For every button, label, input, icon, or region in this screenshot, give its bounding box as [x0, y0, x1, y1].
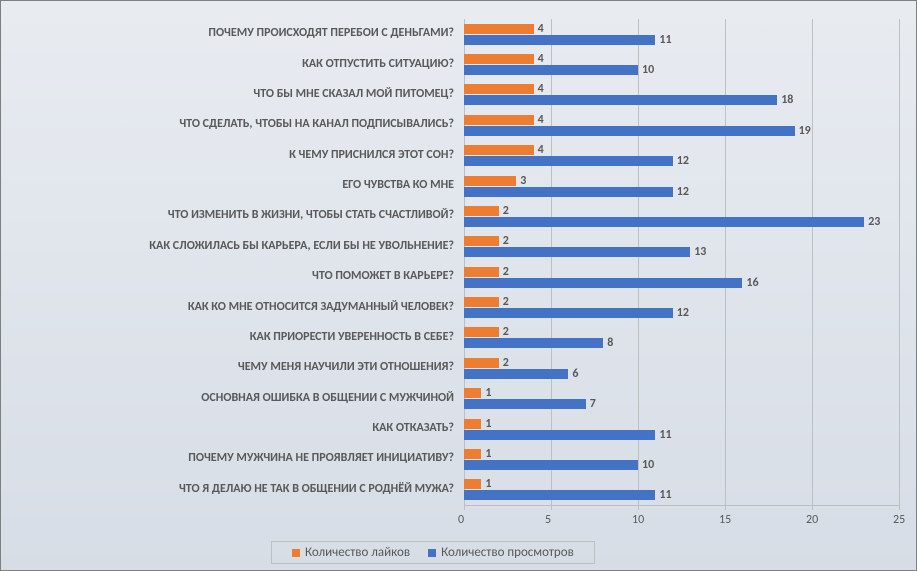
bar-likes [464, 327, 499, 337]
y-category-label: ПОЧЕМУ ПРОИСХОДЯТ ПЕРЕБОИ С ДЕНЬГАМИ? [208, 27, 454, 39]
bar-views [464, 126, 795, 136]
data-label-views: 7 [590, 398, 596, 410]
y-category-label: ЧТО БЫ МНЕ СКАЗАЛ МОЙ ПИТОМЕЦ? [253, 88, 454, 100]
data-label-likes: 2 [503, 235, 509, 247]
bar-views [464, 490, 655, 500]
data-label-likes: 1 [485, 387, 491, 399]
gridline [899, 19, 900, 505]
bar-likes [464, 24, 534, 34]
data-label-views: 11 [659, 34, 671, 46]
data-label-views: 8 [607, 337, 613, 349]
bar-likes [464, 267, 499, 277]
bar-likes [464, 145, 534, 155]
bar-views [464, 187, 673, 197]
data-label-views: 10 [642, 459, 654, 471]
bar-views [464, 156, 673, 166]
y-category-label: ОСНОВНАЯ ОШИБКА В ОБЩЕНИИ С МУЖЧИНОЙ [201, 392, 454, 404]
x-tick-label: 15 [719, 513, 731, 527]
data-label-views: 19 [799, 125, 811, 137]
bar-likes [464, 54, 534, 64]
data-label-likes: 4 [538, 23, 544, 35]
x-axis-line [464, 505, 899, 506]
y-category-label: КАК ОТКАЗАТЬ? [372, 422, 454, 434]
gridline [725, 19, 726, 505]
bar-views [464, 217, 864, 227]
data-label-views: 6 [572, 368, 578, 380]
x-tick-label: 10 [632, 513, 644, 527]
bar-views [464, 278, 742, 288]
legend-swatch-views [428, 549, 436, 557]
legend-label-likes: Количество лайков [305, 545, 410, 560]
data-label-likes: 1 [485, 418, 491, 430]
bar-views [464, 430, 655, 440]
data-label-views: 13 [694, 246, 706, 258]
data-label-likes: 1 [485, 478, 491, 490]
y-category-label: ЧТО ПОМОЖЕТ В КАРЬЕРЕ? [312, 270, 454, 282]
y-category-label: КАК ОТПУСТИТЬ СИТУАЦИЮ? [302, 58, 454, 70]
legend-item-views: Количество просмотров [428, 545, 574, 560]
y-category-label: ЧТО ИЗМЕНИТЬ В ЖИЗНИ, ЧТОБЫ СТАТЬ СЧАСТЛ… [168, 209, 454, 221]
y-category-label: ЕГО ЧУВСТВА КО МНЕ [342, 179, 454, 191]
data-label-views: 23 [868, 216, 880, 228]
x-tick-label: 25 [893, 513, 905, 527]
data-label-likes: 1 [485, 448, 491, 460]
data-label-views: 11 [659, 489, 671, 501]
bar-likes [464, 297, 499, 307]
data-label-likes: 4 [538, 53, 544, 65]
data-label-views: 12 [677, 155, 689, 167]
bar-likes [464, 419, 481, 429]
data-label-views: 10 [642, 64, 654, 76]
bar-likes [464, 388, 481, 398]
data-label-likes: 4 [538, 144, 544, 156]
x-tick-label: 5 [545, 513, 551, 527]
gridline [812, 19, 813, 505]
bar-likes [464, 206, 499, 216]
data-label-likes: 4 [538, 83, 544, 95]
y-category-label: ЧТО Я ДЕЛАЮ НЕ ТАК В ОБЩЕНИИ С РОДНЁЙ МУ… [179, 483, 454, 495]
data-label-likes: 2 [503, 266, 509, 278]
bar-likes [464, 84, 534, 94]
data-label-likes: 3 [520, 175, 526, 187]
data-label-likes: 2 [503, 296, 509, 308]
data-label-likes: 4 [538, 114, 544, 126]
bar-views [464, 460, 638, 470]
data-label-views: 18 [781, 94, 793, 106]
bar-views [464, 399, 586, 409]
y-category-label: ЧТО СДЕЛАТЬ, ЧТОБЫ НА КАНАЛ ПОДПИСЫВАЛИС… [179, 118, 454, 130]
bar-views [464, 369, 568, 379]
bar-views [464, 247, 690, 257]
y-category-label: ЧЕМУ МЕНЯ НАУЧИЛИ ЭТИ ОТНОШЕНИЯ? [238, 361, 454, 373]
data-label-views: 12 [677, 307, 689, 319]
legend-label-views: Количество просмотров [441, 545, 574, 560]
chart-container: 0 5 10 15 20 25 ПОЧЕМУ ПРОИСХОДЯТ ПЕРЕБОИ С ДЕ… [0, 0, 917, 571]
legend-item-likes: Количество лайков [292, 545, 410, 560]
bar-views [464, 35, 655, 45]
data-label-views: 16 [746, 277, 758, 289]
x-tick-mark [899, 505, 900, 510]
y-category-label: КАК СЛОЖИЛАСЬ БЫ КАРЬЕРА, ЕСЛИ БЫ НЕ УВО… [149, 240, 454, 252]
bar-likes [464, 479, 481, 489]
bar-likes [464, 449, 481, 459]
data-label-views: 12 [677, 186, 689, 198]
data-label-views: 11 [659, 429, 671, 441]
data-label-likes: 2 [503, 357, 509, 369]
x-tick-label: 0 [458, 513, 464, 527]
y-category-label: КАК КО МНЕ ОТНОСИТСЯ ЗАДУМАННЫЙ ЧЕЛОВЕК? [188, 301, 454, 313]
bar-views [464, 65, 638, 75]
bar-views [464, 338, 603, 348]
bar-likes [464, 236, 499, 246]
bar-views [464, 308, 673, 318]
x-tick-label: 20 [806, 513, 818, 527]
bar-likes [464, 115, 534, 125]
y-category-label: ПОЧЕМУ МУЖЧИНА НЕ ПРОЯВЛЯЕТ ИНИЦИАТИВУ? [188, 452, 454, 464]
bar-likes [464, 358, 499, 368]
y-category-label: КАК ПРИОРЕСТИ УВЕРЕННОСТЬ В СЕБЕ? [250, 331, 454, 343]
legend-swatch-likes [292, 549, 300, 557]
y-category-label: К ЧЕМУ ПРИСНИЛСЯ ЭТОТ СОН? [289, 149, 454, 161]
bar-views [464, 95, 777, 105]
data-label-likes: 2 [503, 326, 509, 338]
bar-likes [464, 176, 516, 186]
data-label-likes: 2 [503, 205, 509, 217]
legend: Количество лайков Количество просмотров [271, 541, 595, 564]
